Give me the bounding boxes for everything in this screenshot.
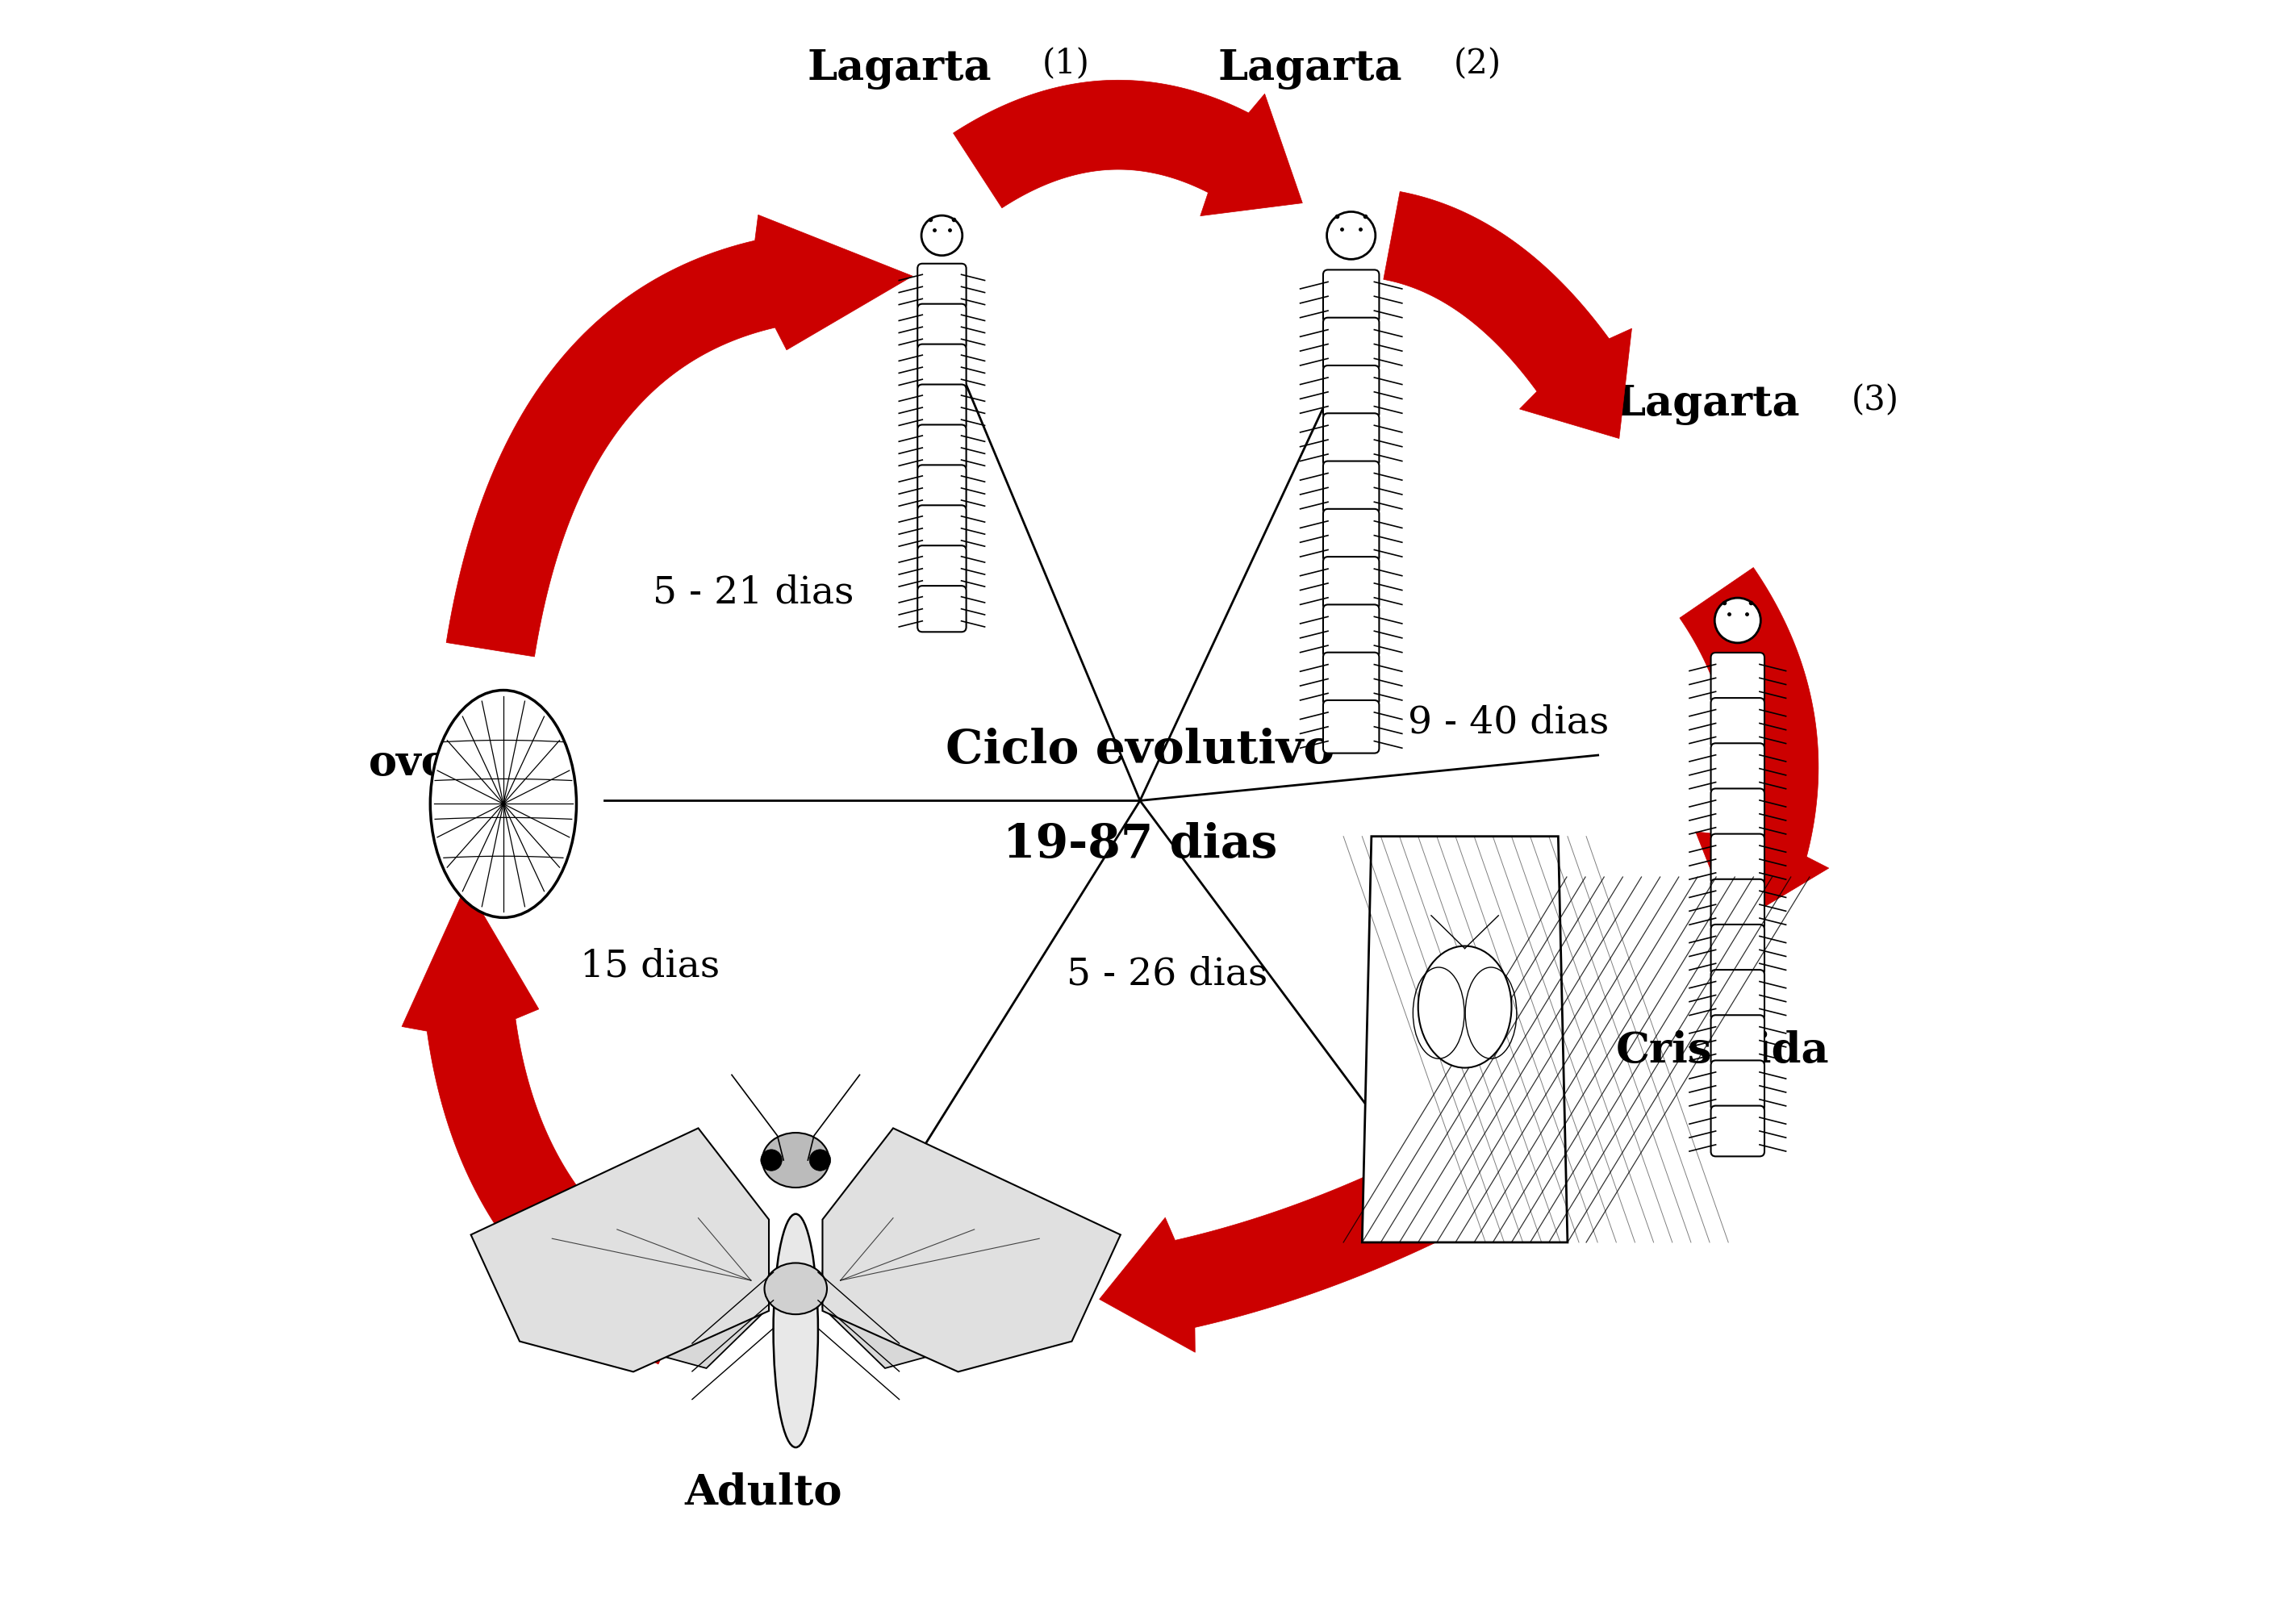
FancyBboxPatch shape: [1322, 557, 1379, 609]
FancyBboxPatch shape: [917, 546, 967, 591]
Ellipse shape: [773, 1215, 819, 1447]
Polygon shape: [1680, 567, 1829, 926]
FancyBboxPatch shape: [917, 464, 967, 512]
FancyBboxPatch shape: [1710, 653, 1765, 703]
Ellipse shape: [1327, 211, 1375, 260]
Text: ovo: ovo: [369, 742, 449, 784]
FancyBboxPatch shape: [917, 385, 967, 430]
FancyBboxPatch shape: [917, 263, 967, 310]
FancyBboxPatch shape: [1710, 789, 1765, 840]
Ellipse shape: [762, 1150, 782, 1171]
Ellipse shape: [921, 216, 962, 255]
Polygon shape: [401, 885, 695, 1364]
FancyBboxPatch shape: [1710, 879, 1765, 931]
Polygon shape: [823, 1259, 1019, 1367]
Ellipse shape: [764, 1263, 828, 1314]
Text: (2): (2): [1452, 47, 1500, 81]
FancyBboxPatch shape: [917, 304, 967, 351]
FancyBboxPatch shape: [1322, 412, 1379, 466]
FancyBboxPatch shape: [1322, 318, 1379, 370]
Polygon shape: [1384, 192, 1632, 438]
Text: 5 - 26 dias: 5 - 26 dias: [1067, 957, 1268, 992]
Text: Lagarta: Lagarta: [1218, 49, 1402, 89]
FancyBboxPatch shape: [1710, 1106, 1765, 1156]
Text: (3): (3): [1851, 383, 1899, 417]
Polygon shape: [472, 1129, 768, 1372]
Text: Lagarta: Lagarta: [807, 49, 992, 89]
FancyBboxPatch shape: [1322, 508, 1379, 562]
Ellipse shape: [762, 1134, 830, 1187]
Ellipse shape: [1418, 945, 1512, 1069]
Text: 9 - 40 dias: 9 - 40 dias: [1409, 705, 1610, 741]
FancyBboxPatch shape: [1322, 700, 1379, 754]
Text: (1): (1): [1042, 47, 1090, 81]
Text: Lagarta: Lagarta: [1617, 385, 1801, 425]
FancyBboxPatch shape: [1322, 604, 1379, 658]
Polygon shape: [1361, 836, 1569, 1242]
Polygon shape: [823, 1129, 1119, 1372]
FancyBboxPatch shape: [1710, 970, 1765, 1020]
Polygon shape: [447, 214, 912, 656]
Text: Adulto: Adulto: [684, 1473, 841, 1514]
FancyBboxPatch shape: [1710, 1060, 1765, 1111]
Ellipse shape: [809, 1150, 830, 1171]
FancyBboxPatch shape: [1322, 461, 1379, 515]
FancyBboxPatch shape: [1710, 833, 1765, 885]
Polygon shape: [572, 1259, 768, 1367]
Text: 19-87 dias: 19-87 dias: [1003, 822, 1277, 867]
Polygon shape: [1099, 1130, 1503, 1353]
Text: 5 - 21 dias: 5 - 21 dias: [652, 575, 855, 611]
FancyBboxPatch shape: [917, 505, 967, 552]
FancyBboxPatch shape: [1322, 270, 1379, 323]
Text: 15 dias: 15 dias: [579, 948, 720, 984]
FancyBboxPatch shape: [1710, 1015, 1765, 1065]
Ellipse shape: [1715, 598, 1760, 643]
FancyBboxPatch shape: [917, 344, 967, 390]
FancyBboxPatch shape: [917, 425, 967, 471]
FancyBboxPatch shape: [917, 586, 967, 632]
FancyBboxPatch shape: [1322, 653, 1379, 705]
FancyBboxPatch shape: [1710, 744, 1765, 794]
FancyBboxPatch shape: [1710, 924, 1765, 974]
Text: Crisálida: Crisálida: [1617, 1030, 1829, 1072]
Ellipse shape: [431, 690, 577, 918]
Polygon shape: [953, 80, 1302, 216]
Text: Ciclo evolutivo: Ciclo evolutivo: [946, 728, 1334, 773]
FancyBboxPatch shape: [1322, 365, 1379, 419]
FancyBboxPatch shape: [1710, 698, 1765, 749]
